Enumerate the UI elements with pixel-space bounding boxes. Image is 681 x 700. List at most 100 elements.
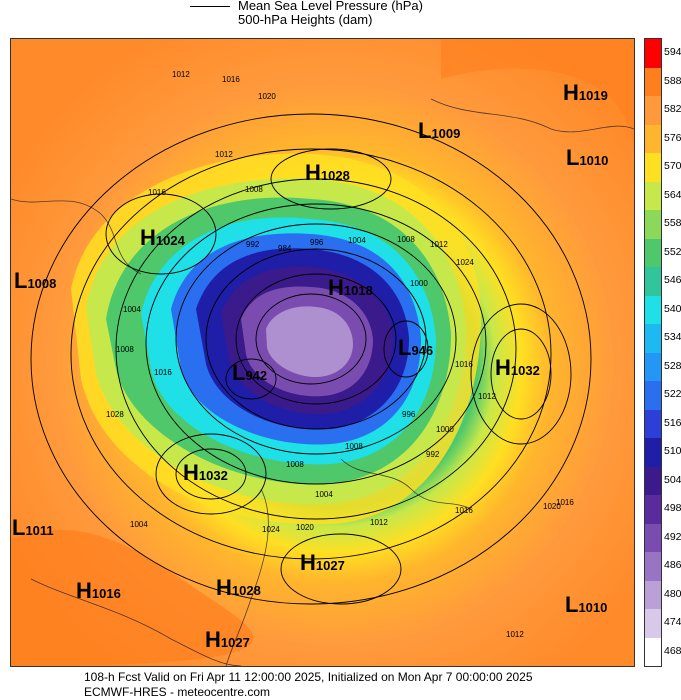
pressure-center-letter: H (183, 460, 199, 485)
color-scale-segment (645, 637, 661, 666)
color-scale-segment (645, 438, 661, 467)
pressure-center-letter: H (563, 80, 579, 105)
isobar-value-label: 1012 (430, 240, 448, 249)
isobar-value-label: 1012 (506, 630, 524, 639)
color-scale-label: 534 (664, 331, 681, 344)
color-scale-label: 528 (664, 359, 681, 372)
isobar-value-label: 1016 (455, 360, 473, 369)
high-pressure-center: H1032 (495, 355, 540, 381)
low-pressure-center: L942 (232, 360, 267, 386)
color-scale-label: 468 (664, 644, 681, 657)
color-scale-segment (645, 267, 661, 296)
pressure-center-value: 1018 (343, 283, 373, 298)
low-pressure-center: L1010 (566, 145, 608, 171)
color-scale-label: 510 (664, 445, 681, 458)
color-scale-label: 516 (664, 416, 681, 429)
isobar-value-label: 1024 (456, 258, 474, 267)
pressure-center-value: 1027 (315, 558, 345, 573)
pressure-center-value: 1032 (510, 363, 540, 378)
low-pressure-center: L1008 (14, 268, 56, 294)
high-pressure-center: H1027 (205, 627, 250, 653)
pressure-center-value: 1024 (155, 233, 185, 248)
color-scale-segment (645, 580, 661, 609)
color-scale-label: 594 (664, 46, 681, 59)
color-scale-segment (645, 609, 661, 638)
pressure-center-letter: L (14, 268, 28, 293)
color-scale-label: 522 (664, 388, 681, 401)
high-pressure-center: H1027 (300, 550, 345, 576)
color-scale-segment (645, 324, 661, 353)
isobar-value-label: 1008 (245, 185, 263, 194)
color-scale-label: 540 (664, 302, 681, 315)
pressure-center-value: 1010 (578, 600, 608, 615)
color-scale-segment (645, 96, 661, 125)
color-scale-label: 474 (664, 616, 681, 629)
isobar-value-label: 1024 (262, 525, 280, 534)
forecast-caption: 108-h Fcst Valid on Fri Apr 11 12:00:00 … (84, 670, 533, 684)
low-pressure-center: L946 (398, 335, 433, 361)
source-caption: ECMWF-HRES - meteocentre.com (84, 685, 271, 699)
weather-map (10, 38, 635, 667)
legend-pressure-label: Mean Sea Level Pressure (hPa) (238, 0, 423, 13)
color-scale-segment (645, 39, 661, 68)
map-legend: Mean Sea Level Pressure (hPa) 500-hPa He… (190, 0, 510, 30)
isobar-value-label: 996 (402, 410, 416, 419)
pressure-center-letter: H (216, 575, 232, 600)
color-scale-label: 588 (664, 74, 681, 87)
color-scale-segment (645, 552, 661, 581)
color-scale-labels: 594 588 582 576 570 564 558 552 546 540 534 528 522 5… (664, 38, 681, 665)
low-pressure-center: L1009 (418, 118, 460, 144)
pressure-center-value: 1010 (579, 153, 609, 168)
isobar-value-label: 992 (246, 240, 260, 249)
color-scale-label: 480 (664, 587, 681, 600)
color-scale-label: 570 (664, 160, 681, 173)
pressure-center-value: 946 (411, 343, 434, 358)
color-scale-bar (644, 38, 662, 667)
high-pressure-center: H1016 (76, 578, 121, 604)
isobar-value-label: 1020 (258, 92, 276, 101)
isobar-value-label: 1008 (286, 460, 304, 469)
color-scale-label: 564 (664, 188, 681, 201)
isobar-value-label: 1000 (410, 279, 428, 288)
pressure-center-letter: L (566, 145, 580, 170)
pressure-center-letter: H (76, 578, 92, 603)
low-pressure-center: L1011 (12, 515, 54, 541)
isobar-value-label: 992 (426, 450, 440, 459)
color-scale-label: 498 (664, 502, 681, 515)
color-scale-label: 504 (664, 473, 681, 486)
color-scale-segment (645, 124, 661, 153)
isobar-value-label: 1012 (370, 518, 388, 527)
color-scale-segment (645, 153, 661, 182)
high-pressure-center: H1028 (305, 160, 350, 186)
isobar-value-label: 1020 (543, 502, 561, 511)
pressure-center-letter: H (495, 355, 511, 380)
isobar-value-label: 1012 (172, 70, 190, 79)
pressure-center-letter: H (140, 225, 156, 250)
color-scale-segment (645, 181, 661, 210)
color-scale-label: 582 (664, 103, 681, 116)
pressure-center-value: 1028 (320, 168, 350, 183)
isobar-value-label: 1016 (148, 188, 166, 197)
high-pressure-center: H1028 (216, 575, 261, 601)
isobar-line-sample (190, 6, 230, 7)
isobar-value-label: 1004 (348, 236, 366, 245)
isobar-value-label: 1004 (123, 305, 141, 314)
color-scale-segment (645, 295, 661, 324)
pressure-center-letter: H (300, 550, 316, 575)
isobar-value-label: 1000 (436, 425, 454, 434)
color-scale-label: 552 (664, 245, 681, 258)
pressure-center-letter: L (12, 515, 26, 540)
color-scale-label: 546 (664, 274, 681, 287)
isobar-value-label: 996 (310, 238, 324, 247)
pressure-center-value: 1008 (27, 276, 57, 291)
pressure-center-letter: L (418, 118, 432, 143)
isobar-value-label: 1016 (455, 506, 473, 515)
legend-heights-label: 500-hPa Heights (dam) (238, 12, 373, 27)
pressure-center-value: 942 (245, 368, 268, 383)
color-scale-segment (645, 495, 661, 524)
pressure-center-value: 1019 (578, 88, 608, 103)
isobar-value-label: 1012 (478, 392, 496, 401)
isobar-value-label: 1008 (397, 235, 415, 244)
color-scale-segment (645, 210, 661, 239)
isobar-value-label: 984 (278, 244, 292, 253)
